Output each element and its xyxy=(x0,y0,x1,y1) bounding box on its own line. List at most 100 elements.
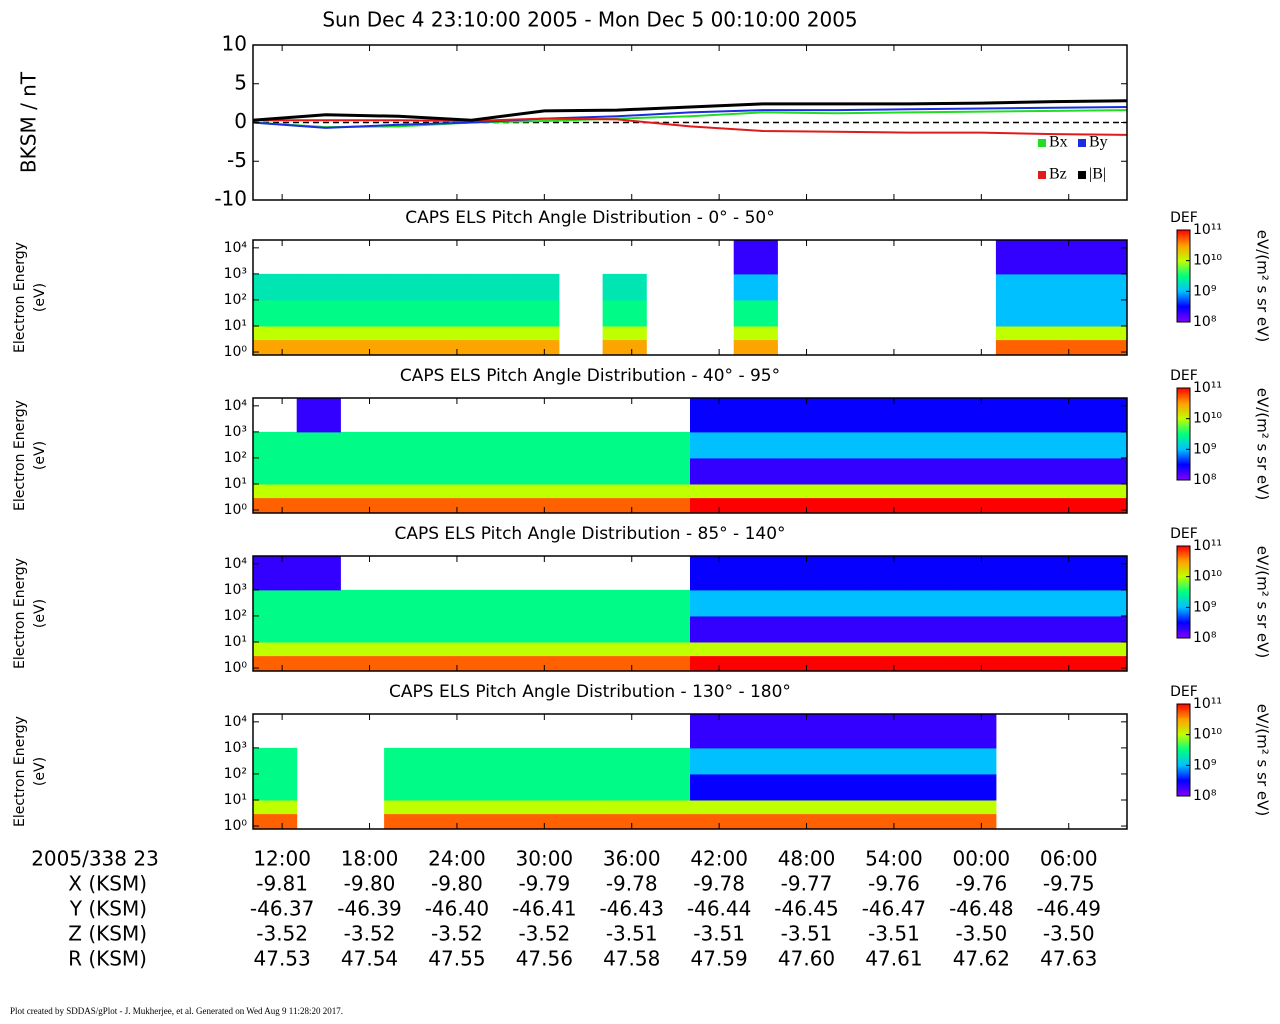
heatmap-cell xyxy=(733,714,778,749)
panel-title: CAPS ELS Pitch Angle Distribution - 40° … xyxy=(400,366,780,386)
heatmap-cell xyxy=(821,398,866,433)
x-tick-label: 00:00 xyxy=(953,847,1011,871)
heatmap-cell xyxy=(296,398,341,433)
ephemeris-value: -9.75 xyxy=(1043,872,1095,896)
ephemeris-value: -46.49 xyxy=(1036,897,1100,921)
heatmap-cell xyxy=(821,483,866,499)
heatmap-cell xyxy=(777,457,822,485)
heatmap-cell xyxy=(952,813,997,830)
colorbar-tick-label: 10⁹ xyxy=(1193,599,1217,615)
heatmap-cell xyxy=(733,641,778,657)
y-tick-label: 5 xyxy=(234,70,247,94)
colorbar-units: eV/(m² s sr eV) xyxy=(1254,230,1272,342)
y-axis-label: (eV) xyxy=(32,441,48,470)
heatmap-cell xyxy=(733,299,778,327)
heatmap-cell xyxy=(995,431,1041,459)
heatmap-cell xyxy=(515,773,560,801)
heatmap-cell xyxy=(1083,497,1128,514)
heatmap-cell xyxy=(821,714,866,749)
heatmap-cell xyxy=(690,556,735,591)
colorbar-tick-label: 10¹⁰ xyxy=(1193,411,1222,427)
heatmap-cell xyxy=(821,431,866,459)
heatmap-cell xyxy=(1083,273,1128,301)
ephemeris-value: 47.62 xyxy=(953,947,1010,971)
panel-title: CAPS ELS Pitch Angle Distribution - 130°… xyxy=(389,682,791,702)
heatmap-cell xyxy=(1083,641,1128,657)
ephemeris-value: -3.52 xyxy=(431,922,483,946)
heatmap-cell xyxy=(384,339,429,356)
y-tick-label: 10⁰ xyxy=(224,344,248,360)
heatmap-cell xyxy=(864,483,909,499)
ephemeris-value: -3.52 xyxy=(256,922,308,946)
colorbar-tick-label: 10¹⁰ xyxy=(1193,253,1222,269)
colorbar xyxy=(1176,387,1191,481)
heatmap-cell xyxy=(733,431,778,459)
heatmap-cell xyxy=(777,641,822,657)
heatmap-cell xyxy=(864,799,909,815)
heatmap-cell xyxy=(690,714,735,749)
heatmap-cell xyxy=(646,641,691,657)
heatmap-cell xyxy=(1083,483,1128,499)
heatmap-cell xyxy=(340,483,385,499)
heatmap-cell xyxy=(777,431,822,459)
ephemeris-value: -46.44 xyxy=(687,897,751,921)
heatmap-cell xyxy=(1083,299,1128,327)
y-axis-label: (eV) xyxy=(32,283,48,312)
heatmap-cell xyxy=(995,457,1041,485)
ephemeris-value: -3.50 xyxy=(1043,922,1095,946)
x-tick-label: 30:00 xyxy=(516,847,574,871)
y-tick-label: -5 xyxy=(227,148,247,172)
heatmap-cell xyxy=(690,799,735,815)
heatmap-cell xyxy=(646,747,691,775)
heatmap-cell xyxy=(1039,589,1084,617)
heatmap-cell xyxy=(515,299,560,327)
heatmap-cell xyxy=(690,773,735,801)
y-axis-label: Electron Energy xyxy=(12,400,28,511)
heatmap-cell xyxy=(296,457,341,485)
heatmap-cell xyxy=(690,589,735,617)
series-line xyxy=(252,99,1128,122)
heatmap-cell xyxy=(602,299,647,327)
heatmap-cell xyxy=(427,655,472,672)
ephemeris-value: -9.79 xyxy=(518,872,570,896)
heatmap-cell xyxy=(602,799,647,815)
heatmap-cell xyxy=(427,457,472,485)
y-tick-label: 10¹ xyxy=(224,634,247,650)
heatmap-cell xyxy=(253,747,298,775)
heatmap-cell xyxy=(253,556,298,591)
colorbar-tick-label: 10⁹ xyxy=(1193,283,1217,299)
heatmap-cell xyxy=(602,483,647,499)
heatmap-cell xyxy=(1039,497,1084,514)
panel xyxy=(253,556,1128,672)
heatmap-cell xyxy=(384,457,429,485)
heatmap-cell xyxy=(1039,457,1084,485)
heatmap-cell xyxy=(427,431,472,459)
y-tick-label: 10³ xyxy=(224,266,247,282)
y-axis-label: Electron Energy xyxy=(12,242,28,353)
ephemeris-value: -3.51 xyxy=(868,922,920,946)
heatmap-cell xyxy=(427,747,472,775)
heatmap-cell xyxy=(952,615,997,643)
ephemeris-value: -9.80 xyxy=(344,872,396,896)
y-tick-label: 10¹ xyxy=(224,476,247,492)
heatmap-cell xyxy=(253,813,298,830)
heatmap-cell xyxy=(471,457,516,485)
heatmap-cell xyxy=(864,556,909,591)
heatmap-cell xyxy=(602,273,647,301)
heatmap-cell xyxy=(296,556,341,591)
colorbar-tick-label: 10⁸ xyxy=(1193,314,1217,330)
heatmap-cell xyxy=(821,497,866,514)
heatmap-cell xyxy=(952,398,997,433)
heatmap-cell xyxy=(864,398,909,433)
heatmap-cell xyxy=(1039,655,1084,672)
heatmap-cell xyxy=(602,457,647,485)
colorbar-tick-label: 10⁹ xyxy=(1193,441,1217,457)
heatmap-cell xyxy=(1083,457,1128,485)
heatmap-cell xyxy=(1083,398,1128,433)
heatmap-cell xyxy=(821,615,866,643)
heatmap-cell xyxy=(864,589,909,617)
y-tick-label: 10⁴ xyxy=(224,714,248,730)
heatmap-cell xyxy=(296,325,341,341)
legend-swatch xyxy=(1038,171,1046,179)
heatmap-cell xyxy=(471,747,516,775)
